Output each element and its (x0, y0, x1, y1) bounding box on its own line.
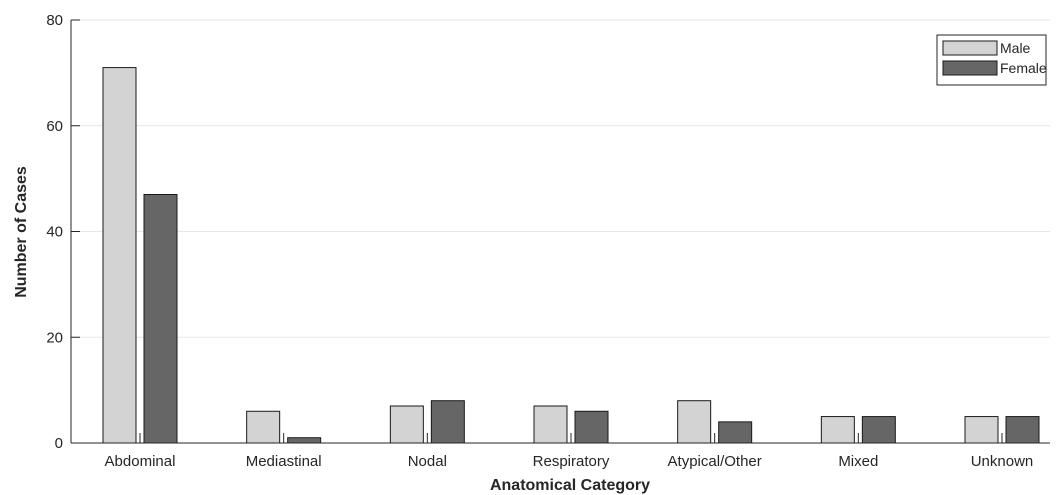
y-axis-title: Number of Cases (13, 166, 30, 298)
bar-male-respiratory (533, 405, 568, 444)
bar-male-mixed (820, 416, 855, 444)
x-tick-label: Abdominal (105, 453, 176, 470)
legend-swatch-female (942, 60, 998, 76)
bar-female-respiratory (574, 410, 609, 444)
bar-female-unknown (1005, 416, 1040, 444)
bar-male-mediastinal (246, 410, 281, 444)
y-tick-label: 0 (55, 435, 63, 452)
y-tick-label: 60 (46, 118, 63, 135)
bar-male-nodal (389, 405, 424, 444)
bar-female-atypical-other (718, 421, 753, 444)
bar-female-mediastinal (287, 437, 322, 444)
bar-male-abdominal (102, 67, 137, 444)
grid-lines (71, 19, 1050, 338)
x-axis-title: Anatomical Category (490, 477, 650, 494)
y-tick-label: 20 (46, 329, 63, 346)
x-tick-label: Nodal (408, 453, 447, 470)
x-tick-label: Unknown (971, 453, 1034, 470)
legend: Male Female (936, 34, 1047, 86)
x-tick-label: Mediastinal (246, 453, 322, 470)
y-ticks: 0 20 40 60 80 (46, 12, 80, 452)
x-tick-label: Respiratory (533, 453, 610, 470)
legend-swatch-male (942, 40, 998, 56)
legend-label-female: Female (1000, 60, 1047, 76)
bar-female-nodal (430, 400, 465, 444)
bar-male-atypical-other (677, 400, 712, 444)
y-tick-label: 80 (46, 12, 63, 29)
legend-label-male: Male (1000, 40, 1031, 56)
x-ticks: Abdominal Mediastinal Nodal Respiratory Atyp… (105, 433, 1034, 470)
y-tick-label: 40 (46, 224, 63, 241)
bar-female-mixed (861, 416, 896, 444)
bar-female-abdominal (143, 193, 178, 444)
bars (102, 67, 1040, 444)
x-tick-label: Atypical/Other (668, 453, 762, 470)
x-tick-label: Mixed (838, 453, 878, 470)
bar-male-unknown (964, 416, 999, 444)
